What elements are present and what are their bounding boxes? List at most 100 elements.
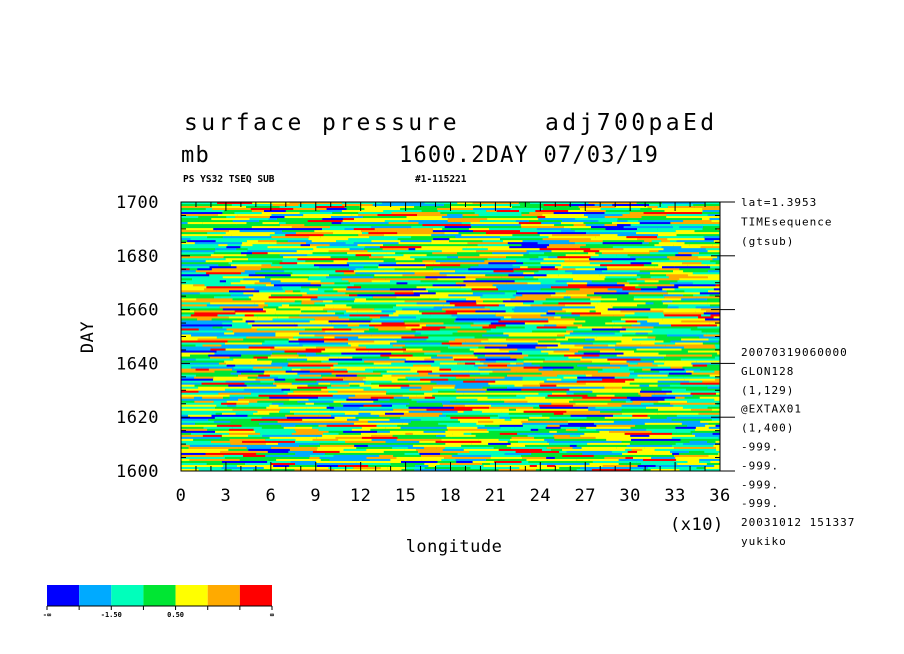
heatmap-cell [247, 248, 273, 251]
heatmap-cell [475, 434, 487, 438]
heatmap-cell [341, 352, 392, 355]
heatmap-cell [577, 326, 613, 329]
heatmap-cell [506, 256, 533, 259]
heatmap-cell [669, 386, 708, 390]
heatmap-cell [493, 270, 514, 273]
heatmap-cell [260, 268, 298, 271]
heatmap-cell [281, 424, 296, 428]
heatmap-cell [554, 438, 607, 442]
heatmap-cell [625, 210, 665, 213]
heatmap-cell [638, 284, 675, 287]
heatmap-cell [291, 368, 301, 372]
heatmap-cell [663, 340, 671, 343]
heatmap-cell [606, 266, 654, 269]
heatmap-cell [362, 232, 369, 235]
heatmap-cell [383, 244, 428, 247]
heatmap-cell [626, 396, 676, 400]
heatmap-cell [546, 456, 555, 460]
heatmap-cell [253, 412, 260, 416]
side-info-line: yukiko [741, 535, 787, 548]
heatmap-cell [240, 334, 276, 337]
heatmap-cell [480, 360, 496, 363]
heatmap-cell [598, 272, 651, 275]
heatmap-cell [422, 224, 471, 227]
heatmap-cell [322, 268, 349, 271]
heatmap-cell [576, 468, 585, 472]
heatmap-cell [371, 434, 393, 438]
heatmap-cell [409, 402, 442, 406]
heatmap-cell [420, 332, 453, 335]
heatmap-cell [181, 376, 194, 380]
heatmap-cell [181, 374, 197, 378]
heatmap-cell [527, 434, 554, 438]
heatmap-cell [268, 304, 282, 307]
heatmap-cell [295, 326, 334, 329]
heatmap-cell [289, 304, 326, 307]
heatmap-cell [644, 280, 659, 283]
heatmap-cell [360, 410, 409, 414]
heatmap-cell [263, 308, 277, 311]
heatmap-cell [478, 438, 499, 442]
heatmap-cell [596, 428, 647, 432]
heatmap-cell [538, 392, 553, 396]
heatmap-cell [295, 438, 313, 442]
heatmap-cell [369, 324, 420, 327]
heatmap-cell [181, 300, 228, 303]
heatmap-cell [194, 310, 235, 313]
heatmap-cell [671, 324, 717, 327]
heatmap-cell [390, 280, 421, 283]
heatmap-cell [674, 266, 711, 269]
heatmap-cell [424, 462, 440, 466]
heatmap-cell [328, 430, 344, 434]
heatmap-cell [451, 314, 496, 317]
heatmap-cell [642, 448, 655, 452]
heatmap-cell [658, 350, 675, 353]
heatmap-cell [636, 460, 688, 464]
heatmap-cell [703, 334, 720, 337]
heatmap-cell [379, 454, 394, 458]
heatmap-cell [320, 444, 355, 448]
heatmap-cell [655, 336, 700, 339]
heatmap-cell [181, 394, 230, 398]
heatmap-cell [523, 272, 535, 275]
heatmap-cell [332, 394, 356, 398]
heatmap-cell [473, 208, 511, 211]
heatmap-cell [621, 404, 674, 408]
heatmap-cell [479, 272, 524, 275]
heatmap-cell [228, 262, 273, 265]
heatmap-cell [181, 220, 233, 223]
heatmap-cell [713, 444, 720, 448]
heatmap-cell [563, 376, 578, 380]
heatmap-cell [222, 326, 252, 329]
heatmap-cell [259, 412, 270, 416]
heatmap-cell [294, 300, 302, 303]
heatmap-cell [518, 202, 530, 205]
heatmap-cell [507, 440, 518, 444]
heatmap-cell [602, 242, 643, 245]
heatmap-cell [695, 426, 709, 430]
heatmap-cell [523, 362, 532, 366]
heatmap-cell [281, 388, 291, 392]
heatmap-cell [338, 432, 361, 436]
heatmap-cell [288, 450, 313, 454]
heatmap-cell [518, 440, 548, 444]
heatmap-cell [181, 218, 212, 221]
heatmap-cell [470, 222, 519, 225]
heatmap-cell [460, 286, 497, 289]
heatmap-cell [322, 434, 372, 438]
unit-label: mb [181, 143, 210, 168]
heatmap-cell [393, 454, 421, 458]
heatmap-cell [651, 240, 662, 243]
heatmap-cell [651, 394, 693, 398]
heatmap-cell [671, 418, 712, 422]
heatmap-cell [388, 364, 413, 368]
heatmap-cell [293, 208, 327, 211]
heatmap-cell [659, 260, 711, 263]
heatmap-cell [510, 416, 530, 420]
heatmap-cell [397, 238, 434, 241]
heatmap-cell [236, 404, 270, 408]
heatmap-cell [233, 366, 254, 370]
heatmap-cell [360, 334, 372, 337]
heatmap-cell [437, 460, 457, 464]
heatmap-cell [247, 376, 258, 380]
